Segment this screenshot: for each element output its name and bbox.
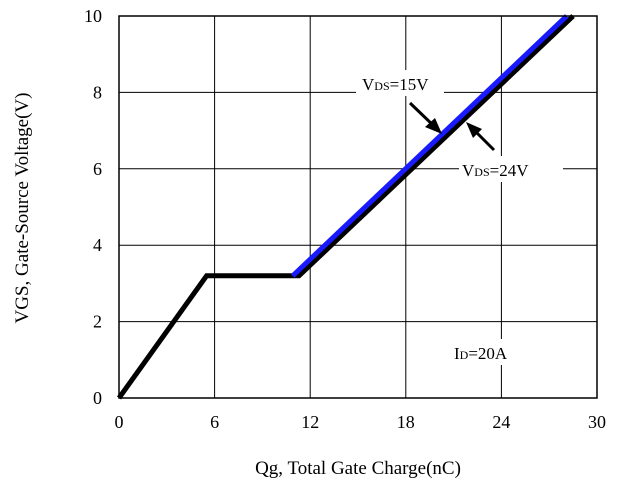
y-tick-label: 2 <box>93 312 102 332</box>
annotation-id-rest: =20A <box>468 344 508 363</box>
annotation-vds24-bg <box>459 156 563 182</box>
annotation-id-bg <box>447 339 527 365</box>
x-tick-label: 12 <box>301 412 319 432</box>
x-tick-label: 30 <box>588 412 606 432</box>
annotation-vds24-main: V <box>462 161 475 180</box>
annotation-vds24: VDS=24V <box>459 122 563 182</box>
annotation-id-main: I <box>454 344 460 363</box>
annotation-id: ID=20A <box>447 339 527 365</box>
x-tick-label: 18 <box>397 412 415 432</box>
plot-frame <box>118 15 598 399</box>
annotation-vds24-text: VDS=24V <box>462 161 529 180</box>
y-tick-label: 10 <box>84 6 102 26</box>
x-axis-label: Qg, Total Gate Charge(nC) <box>255 458 461 479</box>
series-layer <box>116 14 575 400</box>
y-tick-label: 8 <box>93 82 102 102</box>
annotation-vds15-bg <box>356 70 444 96</box>
annotation-id-text: ID=20A <box>454 344 508 363</box>
y-tick-label: 4 <box>93 235 102 255</box>
x-tick-label: 0 <box>115 412 124 432</box>
annotation-vds24-arrowhead <box>466 122 482 138</box>
series-line-vds-15v <box>290 14 569 278</box>
x-tick-label: 6 <box>210 412 219 432</box>
series-line-vds-24v <box>116 14 575 400</box>
y-axis-label: VGS, Gate-Source Voltage(V) <box>12 93 33 324</box>
y-tick-label: 0 <box>93 388 102 408</box>
annotation-vds15-arrowhead <box>425 118 442 134</box>
annotation-vds15-text: VDS=15V <box>362 75 429 94</box>
annotation-vds15-rest: =15V <box>390 75 430 94</box>
annotation-id-sub: D <box>460 348 469 362</box>
annotation-vds24-sub: DS <box>474 165 489 179</box>
annotation-vds15-sub: DS <box>374 79 389 93</box>
annotation-vds24-rest: =24V <box>490 161 530 180</box>
annotation-vds15: VDS=15V <box>356 70 444 134</box>
x-tick-label: 24 <box>492 412 510 432</box>
annotation-vds15-main: V <box>362 75 375 94</box>
y-tick-label: 6 <box>93 159 102 179</box>
